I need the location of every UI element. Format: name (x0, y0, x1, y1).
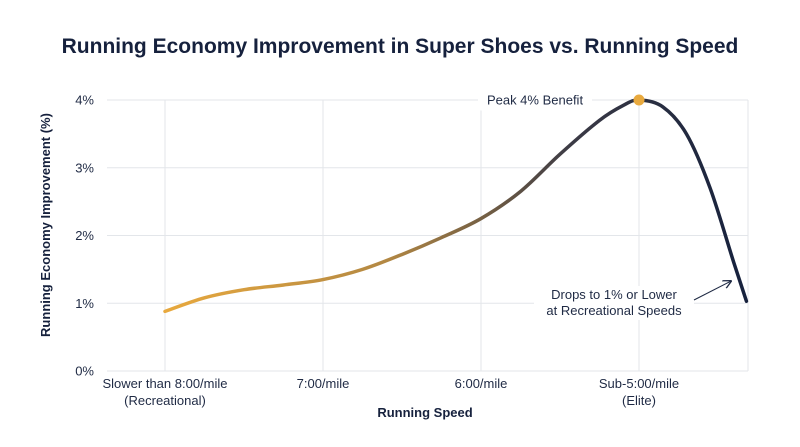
y-tick-label: 0% (75, 364, 94, 379)
peak-label-box (478, 89, 592, 111)
peak-label: Peak 4% Benefit (487, 93, 584, 108)
drop-label-line2: at Recreational Speeds (546, 303, 682, 318)
x-axis-title: Running Speed (377, 405, 472, 420)
x-tick-label: 7:00/mile (297, 376, 350, 391)
chart-title: Running Economy Improvement in Super Sho… (62, 35, 739, 58)
y-tick-label: 3% (75, 160, 94, 175)
x-tick-sublabel: (Recreational) (124, 393, 206, 408)
y-tick-label: 2% (75, 228, 94, 243)
drop-label-box (534, 286, 694, 320)
y-tick-label: 1% (75, 296, 94, 311)
x-tick-label: Sub-5:00/mile (599, 376, 679, 391)
drop-arrow (693, 281, 731, 301)
peak-marker (633, 94, 645, 106)
x-axis: Slower than 8:00/mile (Recreational) 7:00/… (102, 376, 679, 408)
y-axis: 0% 1% 2% 3% 4% (75, 93, 94, 379)
x-tick-label: 6:00/mile (455, 376, 508, 391)
series-line (163, 98, 749, 314)
peak-annotation: Peak 4% Benefit (478, 89, 645, 111)
y-tick-label: 4% (75, 93, 94, 108)
y-axis-title: Running Economy Improvement (%) (38, 113, 53, 337)
grid (107, 99, 749, 372)
x-tick-sublabel: (Elite) (622, 393, 656, 408)
drop-label-line1: Drops to 1% or Lower (551, 287, 677, 302)
x-tick-label: Slower than 8:00/mile (102, 376, 227, 391)
drop-annotation: Drops to 1% or Lower at Recreational Spe… (534, 281, 731, 320)
